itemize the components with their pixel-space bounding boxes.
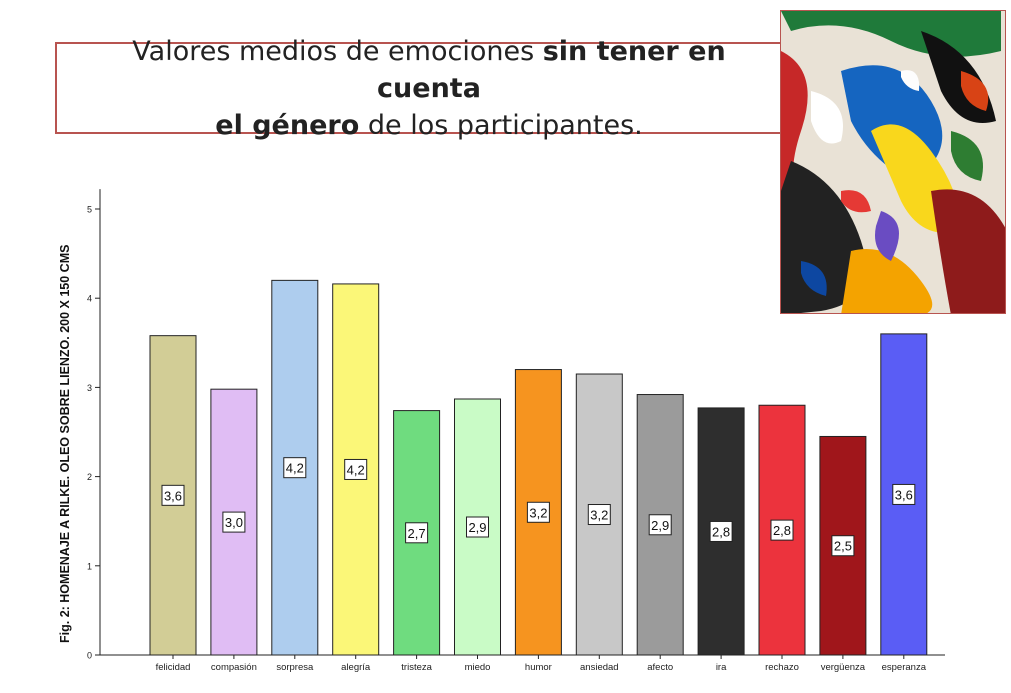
data-label-box	[161, 484, 185, 506]
title-text-part1: Valores medios de emociones	[132, 35, 543, 67]
data-label: 4,2	[347, 462, 365, 477]
data-label-box	[709, 520, 733, 542]
x-tick-label: sorpresa	[276, 662, 314, 673]
data-label: 3,2	[529, 505, 547, 520]
x-tick-label: afecto	[647, 662, 673, 673]
x-tick-label: ira	[716, 662, 727, 673]
data-label-box	[892, 483, 916, 505]
x-tick-label: humor	[525, 662, 552, 673]
x-tick-label: miedo	[465, 662, 491, 673]
data-label: 2,8	[712, 524, 730, 539]
y-tick-label: 3	[87, 383, 92, 393]
data-label-box	[831, 535, 855, 557]
data-label: 3,0	[225, 515, 243, 530]
x-tick-label: compasión	[211, 662, 257, 673]
x-tick-label: alegría	[341, 662, 371, 673]
x-tick-label: esperanza	[882, 662, 927, 673]
data-label: 2,5	[834, 539, 852, 554]
data-label-box	[283, 457, 307, 479]
x-tick-label: felicidad	[156, 662, 191, 673]
slide-title: Valores medios de emociones sin tener en…	[57, 33, 801, 144]
data-label: 4,2	[286, 461, 304, 476]
title-text-part2: de los participantes.	[359, 109, 643, 141]
data-label-box	[222, 511, 246, 533]
title-text-bold1: sin tener en cuenta	[377, 35, 726, 104]
y-tick-label: 2	[87, 472, 92, 482]
slide-title-box: Valores medios de emociones sin tener en…	[55, 36, 803, 141]
x-tick-label: vergüenza	[821, 662, 866, 673]
x-tick-label: tristeza	[401, 662, 432, 673]
x-tick-label: rechazo	[765, 662, 799, 673]
abstract-painting-image	[780, 10, 1006, 314]
y-tick-label: 5	[87, 205, 92, 215]
y-tick-label: 1	[87, 561, 92, 571]
data-label-box	[344, 458, 368, 480]
x-tick-label: ansiedad	[580, 662, 619, 673]
data-label-box	[648, 514, 672, 536]
data-label-box	[526, 501, 550, 523]
data-label-box	[770, 519, 794, 541]
data-label: 2,9	[651, 518, 669, 533]
data-label-box	[405, 522, 429, 544]
y-tick-label: 4	[87, 294, 92, 304]
y-tick-label: 0	[87, 651, 92, 661]
data-label: 3,6	[164, 488, 182, 503]
data-label-box	[587, 504, 611, 526]
data-label: 2,7	[408, 526, 426, 541]
data-label: 3,6	[895, 487, 913, 502]
data-label: 3,2	[590, 508, 608, 523]
title-text-bold2: el género	[215, 109, 360, 141]
data-label-box	[466, 516, 489, 538]
data-label: 2,9	[468, 520, 486, 535]
data-label: 2,8	[773, 523, 791, 538]
